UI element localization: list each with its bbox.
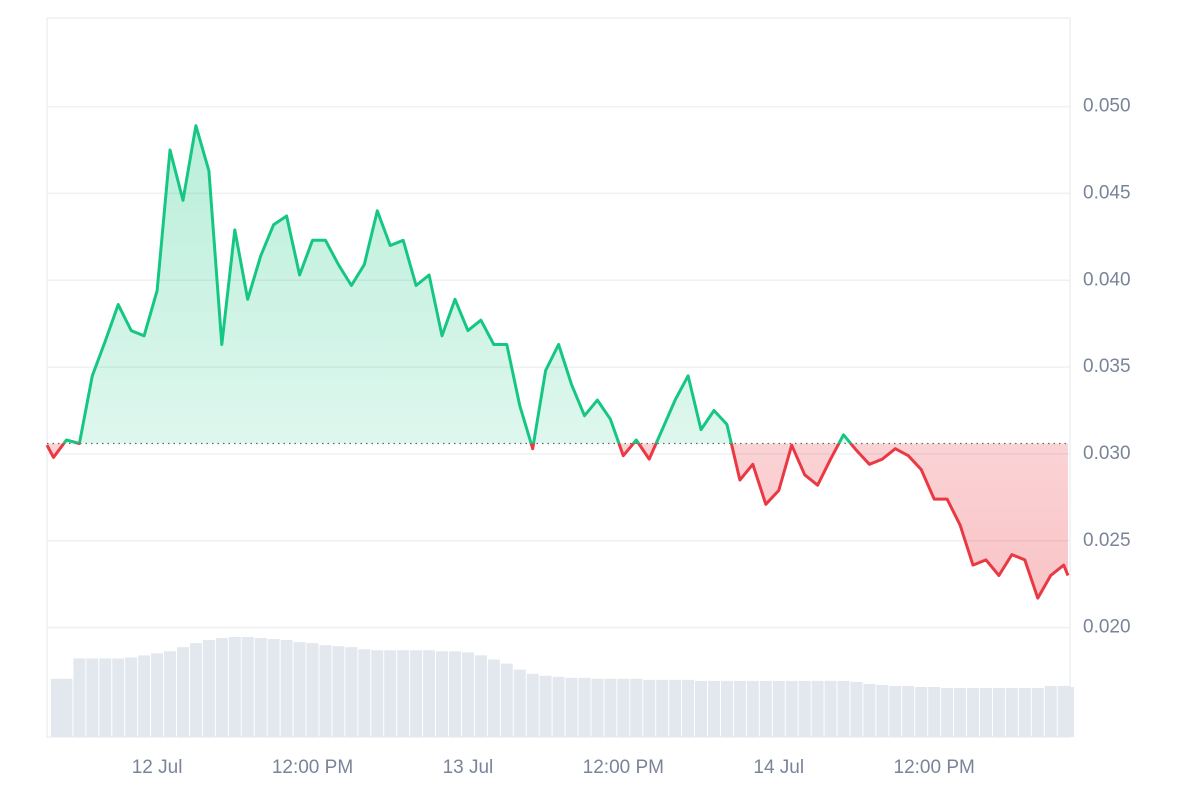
volume-bar: [60, 678, 73, 737]
volume-bar: [733, 680, 746, 737]
volume-bar: [876, 684, 889, 737]
price-line-above: [61, 124, 853, 444]
volume-bar: [798, 680, 811, 737]
volume-bar: [73, 658, 86, 737]
volume-bar: [915, 687, 928, 737]
volume-bar: [630, 678, 643, 737]
volume-bar: [811, 680, 824, 737]
x-tick-label: 14 Jul: [753, 757, 804, 778]
volume-bar: [682, 679, 695, 737]
volume-bar: [941, 688, 954, 737]
volume-bar: [1005, 688, 1018, 737]
volume-bar: [552, 676, 565, 737]
volume-bar: [979, 688, 992, 737]
volume-bar: [397, 650, 410, 737]
x-tick-label: 12:00 PM: [583, 757, 664, 778]
volume-bar: [306, 643, 319, 737]
volume-bar: [319, 645, 332, 737]
y-tick-label: 0.045: [1083, 182, 1131, 203]
volume-bar: [954, 688, 967, 737]
volume-bar: [86, 658, 99, 737]
volume-bar: [720, 680, 733, 737]
volume-bar: [423, 650, 436, 737]
volume-bar: [99, 658, 112, 737]
x-tick-label: 12:00 PM: [894, 757, 975, 778]
volume-bar: [228, 637, 241, 737]
volume-bar: [889, 685, 902, 737]
y-tick-label: 0.025: [1083, 530, 1131, 551]
y-tick-label: 0.035: [1083, 356, 1131, 377]
volume-bar: [410, 650, 423, 737]
volume-bar: [202, 640, 215, 737]
volume-bar: [487, 659, 500, 737]
volume-bar: [254, 638, 267, 737]
volume-bar: [384, 650, 397, 737]
volume-bar: [850, 681, 863, 737]
volume-bar: [500, 663, 513, 737]
volume-bar: [1062, 687, 1074, 737]
y-tick-label: 0.050: [1083, 96, 1131, 117]
x-tick-label: 13 Jul: [443, 757, 494, 778]
price-line-below: [45, 443, 1070, 600]
volume-bar: [267, 639, 280, 737]
volume-bar: [772, 680, 785, 737]
area-below: [47, 443, 1068, 599]
volume-bar: [578, 677, 591, 737]
volume-bar: [759, 680, 772, 737]
volume-bar: [824, 680, 837, 737]
volume-bar: [746, 680, 759, 737]
volume-bar: [51, 678, 63, 737]
volume-bar: [345, 647, 358, 737]
volume-bar: [565, 677, 578, 737]
volume-bar: [1044, 685, 1057, 737]
volume-bar: [125, 657, 138, 737]
volume-bar: [669, 679, 682, 737]
volume-bar: [785, 680, 798, 737]
volume-bar: [539, 675, 552, 737]
volume-bar: [617, 678, 630, 737]
volume-bar: [902, 685, 915, 737]
area-above: [47, 125, 1068, 444]
volume-bar: [241, 637, 254, 737]
volume-bar: [967, 688, 980, 737]
volume-bar: [604, 678, 617, 737]
volume-bar: [189, 643, 202, 737]
volume-bar: [112, 658, 125, 737]
volume-bar: [151, 653, 164, 737]
volume-bar: [591, 678, 604, 737]
volume-bar: [863, 683, 876, 737]
volume-bar: [992, 688, 1005, 737]
volume-bar: [643, 679, 656, 737]
x-tick-label: 12:00 PM: [272, 757, 353, 778]
volume-bar: [928, 687, 941, 737]
volume-bar: [436, 651, 449, 737]
y-tick-label: 0.040: [1083, 269, 1131, 290]
volume-bar: [293, 642, 306, 737]
x-tick-label: 12 Jul: [132, 757, 183, 778]
volume-bar: [695, 680, 708, 737]
volume-bar: [138, 655, 151, 737]
volume-bar: [461, 652, 474, 737]
volume-bar: [280, 640, 293, 737]
volume-bar: [371, 650, 384, 737]
volume-bar: [448, 651, 461, 737]
volume-bar: [837, 680, 850, 737]
volume-bar: [164, 651, 177, 737]
volume-bar: [1018, 688, 1031, 737]
volume-bar: [332, 646, 345, 737]
volume-bar: [707, 680, 720, 737]
volume-bar: [526, 673, 539, 737]
volume-bar: [176, 647, 189, 737]
volume-bar: [1031, 688, 1044, 737]
volume-bar: [474, 655, 487, 737]
volume-bar: [656, 679, 669, 737]
volume-bar: [215, 638, 228, 737]
volume-bar: [513, 669, 526, 737]
volume-bar: [358, 649, 371, 737]
y-tick-label: 0.020: [1083, 617, 1131, 638]
y-tick-label: 0.030: [1083, 443, 1131, 464]
